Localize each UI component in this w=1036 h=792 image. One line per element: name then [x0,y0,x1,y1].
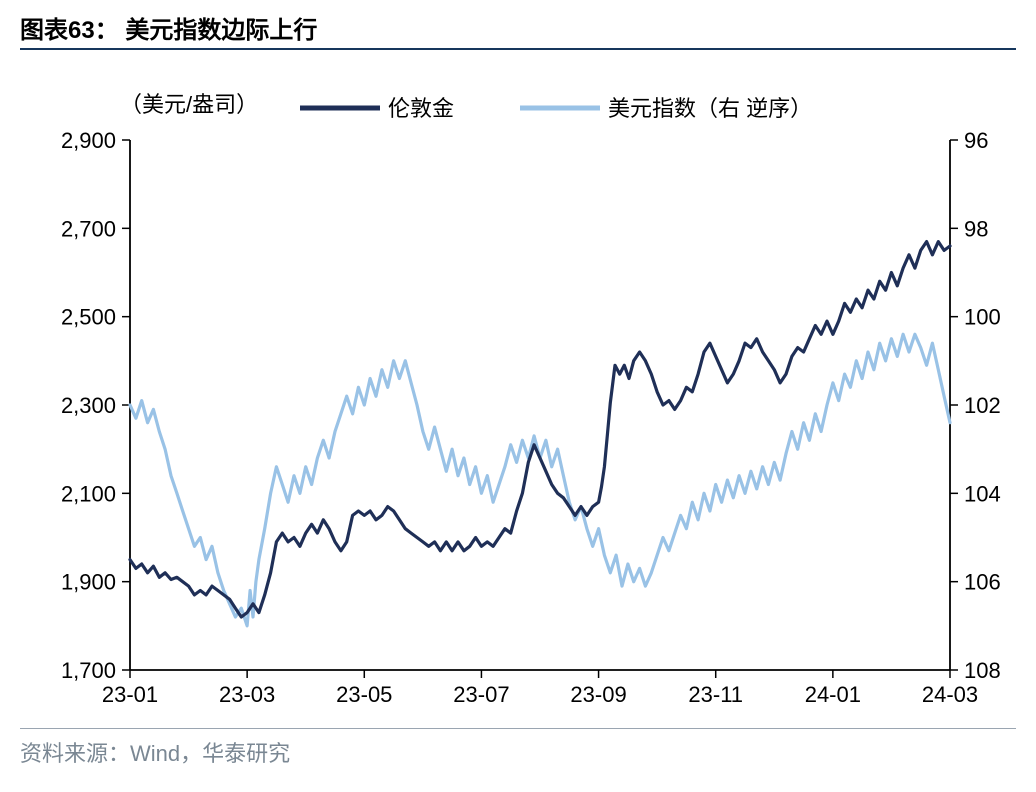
svg-text:美元指数（右 逆序）: 美元指数（右 逆序） [608,96,812,121]
svg-text:24-03: 24-03 [922,682,978,707]
chart-area: 1,700 1,900 2,100 2,300 2,500 2,700 2,900 96 98 1… [20,60,1016,720]
svg-text:2,300: 2,300 [61,393,116,418]
svg-text:23-07: 23-07 [453,682,509,707]
svg-text:2,100: 2,100 [61,481,116,506]
svg-text:2,500: 2,500 [61,305,116,330]
title-rule [20,48,1016,50]
svg-text:100: 100 [964,305,1001,330]
svg-text:23-11: 23-11 [688,682,743,707]
svg-text:23-03: 23-03 [219,682,275,707]
svg-text:2,900: 2,900 [61,128,116,153]
svg-text:伦敦金: 伦敦金 [388,96,454,121]
chart-svg: 1,700 1,900 2,100 2,300 2,500 2,700 2,900 96 98 1… [20,60,1016,720]
svg-text:23-05: 23-05 [336,682,392,707]
svg-text:2,700: 2,700 [61,216,116,241]
svg-text:106: 106 [964,570,1001,595]
svg-text:98: 98 [964,216,988,241]
series-london-gold [130,242,950,617]
svg-text:1,900: 1,900 [61,570,116,595]
svg-text:23-01: 23-01 [102,682,158,707]
svg-text:24-01: 24-01 [805,682,861,707]
series-usd-index [130,334,950,626]
svg-text:23-09: 23-09 [570,682,626,707]
chart-title: 图表63： 美元指数边际上行 [20,10,317,45]
footer-rule [20,728,1016,729]
svg-text:1,700: 1,700 [61,658,116,683]
svg-text:104: 104 [964,481,1001,506]
svg-text:102: 102 [964,393,1001,418]
svg-text:96: 96 [964,128,988,153]
footer-source: 资料来源：Wind，华泰研究 [20,736,290,768]
svg-text:（美元/盎司）: （美元/盎司） [120,92,258,117]
svg-text:108: 108 [964,658,1001,683]
